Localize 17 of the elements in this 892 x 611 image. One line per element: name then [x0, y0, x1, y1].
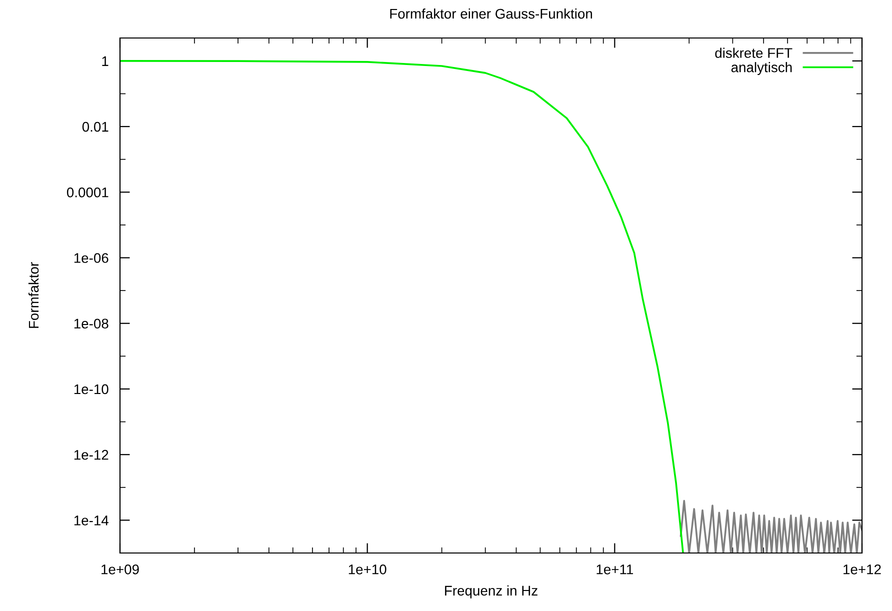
x-tick-label: 1e+09	[102, 564, 139, 574]
y-tick-label: 0.01	[82, 122, 108, 132]
x-tick-label: 1e+10	[348, 564, 386, 574]
y-tick-label: 1e-08	[74, 318, 108, 329]
y-tick-label: 1e-14	[74, 516, 108, 526]
x-axis-title: Frequenz in Hz	[445, 585, 538, 598]
x-tick-label: 1e+12	[844, 564, 881, 574]
y-tick-label: 0.0001	[66, 187, 108, 198]
y-axis-title: Formfaktor	[28, 262, 39, 328]
y-tick-label: 1e-10	[74, 384, 108, 394]
y-tick-label: 1	[102, 56, 108, 66]
legend-label: diskrete FFT	[715, 48, 792, 58]
y-tick-label: 1e-12	[74, 450, 108, 460]
legend-label: analytisch	[731, 62, 792, 76]
chart-title: Formfaktor einer Gauss-Funktion	[390, 8, 592, 19]
x-tick-label: 1e+11	[596, 564, 633, 574]
y-tick-label: 1e-06	[74, 253, 108, 263]
